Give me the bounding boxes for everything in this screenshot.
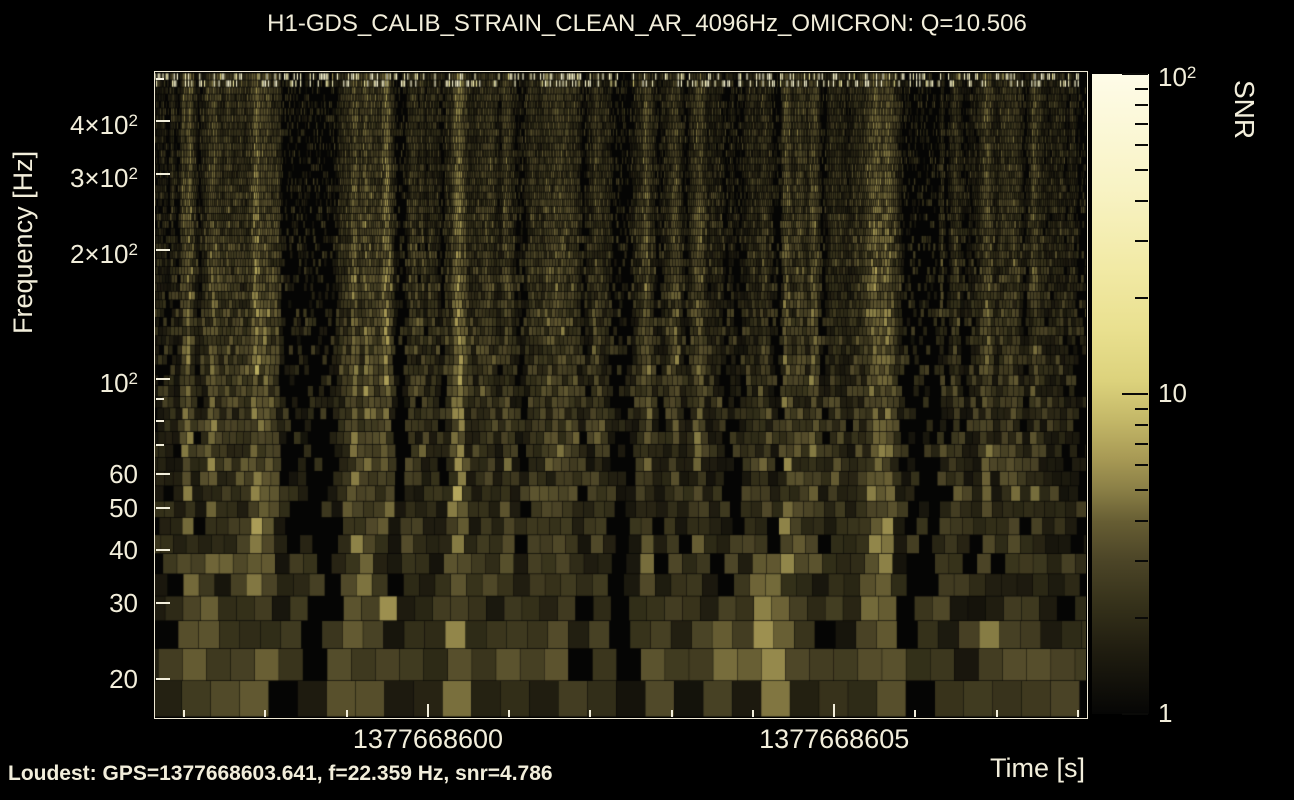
y-axis-tick bbox=[156, 507, 170, 510]
x-tick-label: 1377668605 bbox=[759, 724, 910, 754]
y-tick-label: 30 bbox=[109, 588, 138, 619]
y-tick-label: 50 bbox=[109, 493, 138, 524]
x-axis-tick bbox=[670, 710, 673, 717]
plot-title: H1-GDS_CALIB_STRAIN_CLEAN_AR_4096Hz_OMIC… bbox=[267, 10, 1027, 37]
y-tick-label: 3×102 bbox=[69, 163, 138, 194]
colorbar-tick bbox=[1122, 393, 1148, 395]
colorbar-tick-label: 10 bbox=[1158, 378, 1187, 408]
colorbar-tick bbox=[1135, 240, 1148, 243]
x-axis-tick bbox=[345, 710, 348, 717]
colorbar-tick bbox=[1135, 616, 1148, 619]
y-axis-tick bbox=[156, 378, 170, 381]
y-axis-tick bbox=[156, 119, 170, 122]
x-axis-tick bbox=[183, 710, 186, 717]
colorbar-tick bbox=[1135, 200, 1148, 203]
colorbar-tick bbox=[1135, 104, 1148, 106]
colorbar-tick bbox=[1135, 442, 1148, 445]
y-tick-label: 102 bbox=[99, 368, 138, 399]
colorbar-tick bbox=[1122, 73, 1148, 75]
spectrogram-canvas bbox=[155, 72, 1086, 717]
colorbar-tick bbox=[1135, 560, 1148, 563]
colorbar-tick bbox=[1135, 87, 1148, 90]
colorbar-tick-label: 1 bbox=[1158, 698, 1173, 728]
colorbar-tick bbox=[1122, 713, 1148, 715]
y-tick-label: 60 bbox=[109, 459, 138, 490]
x-axis-tick bbox=[833, 704, 836, 717]
y-axis-tick bbox=[156, 419, 164, 422]
x-axis-tick bbox=[751, 710, 754, 717]
x-axis-tick bbox=[1076, 710, 1079, 717]
x-axis-tick bbox=[914, 710, 917, 717]
colorbar-tick bbox=[1135, 520, 1148, 523]
y-tick-label: 40 bbox=[109, 534, 138, 565]
colorbar-tick bbox=[1135, 407, 1148, 410]
y-axis-tick bbox=[156, 473, 170, 476]
x-axis-tick bbox=[995, 710, 998, 717]
y-tick-label: 20 bbox=[109, 663, 138, 694]
colorbar-tick bbox=[1135, 463, 1148, 466]
colorbar-tick bbox=[1135, 169, 1148, 172]
y-axis-tick bbox=[156, 602, 170, 605]
colorbar-tick bbox=[1135, 424, 1148, 426]
x-axis-tick bbox=[426, 704, 429, 717]
x-tick-label: 1377668600 bbox=[352, 724, 504, 754]
x-axis-title: Time [s] bbox=[989, 753, 1085, 783]
colorbar-tick bbox=[1135, 296, 1148, 299]
colorbar-tick bbox=[1135, 122, 1148, 125]
colorbar-tick bbox=[1135, 489, 1148, 492]
y-axis-tick bbox=[156, 548, 170, 551]
colorbar-tick bbox=[1135, 143, 1148, 146]
x-axis-tick bbox=[264, 710, 267, 717]
y-axis-tick bbox=[156, 173, 170, 176]
y-axis-tick bbox=[156, 248, 170, 251]
colorbar-tick-label: 102 bbox=[1158, 62, 1197, 92]
loudest-info: Loudest: GPS=1377668603.641, f=22.359 Hz… bbox=[8, 762, 553, 785]
x-axis-tick bbox=[589, 710, 592, 717]
y-axis-tick bbox=[156, 78, 164, 81]
y-tick-label: 4×102 bbox=[69, 109, 138, 140]
y-axis-tick bbox=[156, 677, 170, 680]
y-axis-tick bbox=[156, 397, 164, 400]
y-tick-label: 2×102 bbox=[69, 238, 138, 269]
y-axis-tick bbox=[156, 444, 164, 447]
x-axis-tick bbox=[508, 710, 511, 717]
colorbar-title: SNR bbox=[1229, 80, 1260, 140]
